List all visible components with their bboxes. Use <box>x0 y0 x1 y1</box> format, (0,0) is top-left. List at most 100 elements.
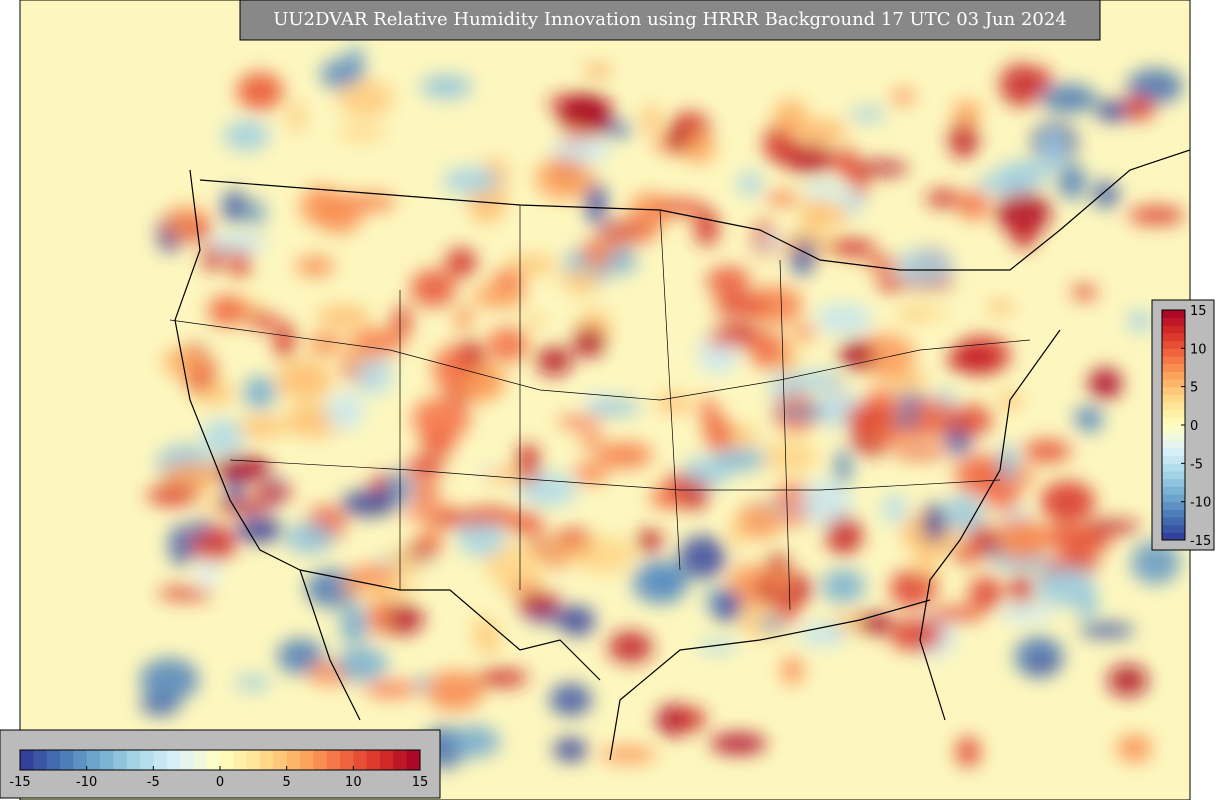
field-blob <box>706 266 751 297</box>
field-blob <box>202 250 224 271</box>
field-blob <box>668 126 687 153</box>
field-blob <box>483 469 528 482</box>
field-blob <box>968 576 1004 611</box>
field-blob <box>891 88 915 106</box>
field-blob <box>737 502 784 539</box>
field-blob <box>585 182 607 224</box>
field-blob <box>354 354 394 396</box>
colorbar-swatch <box>60 750 74 770</box>
field-blob <box>587 399 641 416</box>
colorbar-tick-label: 10 <box>345 775 362 790</box>
field-blob <box>146 484 199 506</box>
field-blob <box>798 481 852 525</box>
border <box>299 569 601 681</box>
field-blob <box>967 529 998 547</box>
field-blob <box>207 232 266 254</box>
colorbar-swatch <box>1162 417 1185 426</box>
field-blob <box>337 79 394 119</box>
field-blob <box>557 415 605 429</box>
field-blob <box>682 132 716 164</box>
field-blob <box>922 573 939 595</box>
field-blob <box>566 269 599 296</box>
colorbar-swatch <box>126 750 141 770</box>
border <box>199 149 1190 271</box>
field-blob <box>445 247 477 278</box>
field-blob <box>815 303 872 335</box>
field-blob <box>340 605 368 644</box>
field-blob <box>1084 520 1141 534</box>
colorbar-swatch <box>1162 394 1185 403</box>
field-blob <box>425 670 484 711</box>
colorbar-swatch <box>153 750 168 770</box>
field-blob <box>1009 574 1033 606</box>
field-blob <box>1040 127 1067 171</box>
colorbar-swatch <box>220 750 234 770</box>
colorbar-swatch <box>313 750 328 770</box>
field-blob <box>523 315 545 329</box>
field-blob <box>632 561 689 605</box>
field-blob <box>223 120 270 151</box>
colorbars: -15 -10 -5 0 5 10 15 15 10 5 0 -5 -10 -15 <box>9 304 1211 790</box>
field-blob <box>386 471 412 507</box>
field-blob <box>364 681 419 698</box>
innovation-field <box>139 43 1185 769</box>
field-blob <box>928 606 983 623</box>
field-blob <box>923 503 945 543</box>
field-blob <box>157 586 213 600</box>
field-blob <box>483 543 542 585</box>
field-blob <box>367 597 392 636</box>
field-blob <box>251 485 294 500</box>
field-blob <box>841 189 864 216</box>
colorbar-swatch <box>1162 409 1185 418</box>
title-box <box>239 0 1101 41</box>
field-blob <box>1128 206 1185 225</box>
field-blob <box>412 397 471 441</box>
field-blob <box>850 107 887 122</box>
colorbar-swatch <box>1162 524 1185 533</box>
field-blob <box>510 512 545 536</box>
field-blob <box>274 321 295 360</box>
colorbar-tick-label: 0 <box>216 775 224 790</box>
field-blob <box>891 446 949 459</box>
field-blob <box>991 555 1052 571</box>
field-blob <box>1058 163 1087 200</box>
field-blob <box>876 275 906 292</box>
colorbar-swatch <box>1162 448 1185 457</box>
field-blob <box>737 171 763 196</box>
colorbar-swatch <box>273 750 288 770</box>
field-blob <box>1022 439 1072 463</box>
colorbar-swatch <box>33 750 48 770</box>
field-blob <box>636 529 663 554</box>
field-blob <box>139 658 199 702</box>
state-line <box>399 205 791 611</box>
colorbar-swatch <box>1162 440 1185 449</box>
field-blob <box>948 120 979 159</box>
field-blob <box>336 647 388 682</box>
field-blob <box>215 500 274 514</box>
field-blob <box>552 137 611 164</box>
colorbar-swatch <box>1162 340 1185 349</box>
field-blob <box>694 208 719 247</box>
field-blob <box>340 489 397 517</box>
field-blob <box>952 100 982 126</box>
field-blob <box>553 737 588 762</box>
field-blob <box>773 99 808 134</box>
colorbar-tick-label: 5 <box>283 775 291 790</box>
field-blob <box>607 246 638 275</box>
field-blob <box>234 517 284 543</box>
field-blob <box>1079 622 1135 638</box>
field-blob <box>214 454 272 483</box>
field-blob <box>596 441 653 469</box>
field-blob <box>221 190 248 224</box>
field-blob <box>248 199 265 227</box>
colorbar-tick-label: 0 <box>1190 419 1198 434</box>
field-blob <box>201 418 244 456</box>
field-blob <box>987 300 1014 315</box>
state-line <box>229 459 1001 491</box>
field-blob <box>655 394 694 413</box>
field-blob <box>925 189 962 208</box>
colorbar-swatch <box>1162 509 1185 518</box>
field-blob <box>1014 635 1064 678</box>
field-blob <box>914 543 940 579</box>
field-blob <box>825 515 863 555</box>
